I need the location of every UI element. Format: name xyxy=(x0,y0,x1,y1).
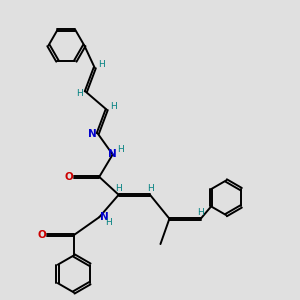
Text: H: H xyxy=(197,208,204,217)
Text: O: O xyxy=(64,172,73,182)
Text: H: H xyxy=(110,102,117,111)
Text: N: N xyxy=(88,129,97,139)
Text: H: H xyxy=(76,89,83,98)
Text: H: H xyxy=(147,184,153,193)
Text: O: O xyxy=(37,230,46,240)
Text: N: N xyxy=(108,149,117,160)
Text: H: H xyxy=(98,60,105,69)
Text: H: H xyxy=(117,145,124,154)
Text: N: N xyxy=(100,212,109,222)
Text: H: H xyxy=(105,218,112,227)
Text: H: H xyxy=(115,184,122,193)
